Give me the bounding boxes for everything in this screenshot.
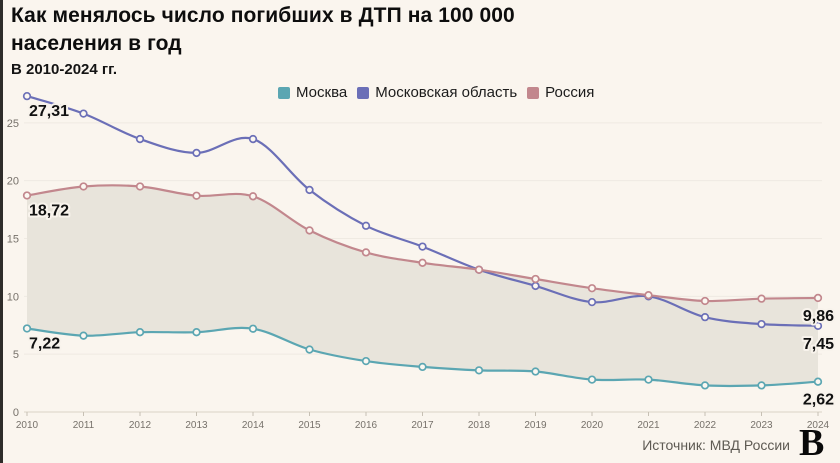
x-tick-label: 2016: [355, 420, 378, 431]
data-point: [135, 182, 145, 191]
data-point: [531, 367, 540, 376]
chart-title-line1: Как менялось число погибших в ДТП на 100…: [11, 4, 515, 27]
legend-item-1: Москва: [278, 84, 347, 101]
legend-item-2: Московская область: [357, 84, 517, 101]
data-point: [813, 321, 823, 330]
data-point: [757, 319, 766, 329]
data-point: [531, 274, 540, 284]
data-point: [248, 324, 258, 333]
y-tick-label: 10: [7, 291, 19, 303]
data-point: [135, 134, 145, 144]
data-point: [192, 328, 201, 337]
band-area: [27, 185, 818, 387]
x-tick-label: 2017: [411, 420, 434, 431]
data-point: [474, 366, 484, 375]
data-point: [813, 377, 823, 386]
y-tick-label: 25: [7, 118, 19, 130]
vedomosti-logo: В: [799, 422, 825, 463]
value-label-start-Московская область: 27,31: [29, 103, 69, 120]
chart-legend: Москва Московская область Россия: [278, 84, 594, 101]
data-point: [587, 375, 597, 384]
left-edge-bar: [0, 0, 3, 463]
chart-title-line2: населения в год: [11, 32, 182, 55]
data-point: [418, 242, 427, 251]
data-point: [700, 313, 710, 322]
x-tick-label: 2012: [129, 420, 152, 431]
data-point: [531, 281, 540, 291]
data-point: [700, 381, 710, 390]
data-point: [587, 297, 597, 307]
data-point: [474, 265, 484, 274]
data-point: [192, 191, 201, 200]
x-tick-label: 2018: [468, 420, 491, 431]
value-label-end-Москва: 2,62: [803, 392, 834, 409]
x-tick-label: 2011: [73, 420, 95, 431]
x-tick-label: 2013: [185, 420, 208, 431]
data-point: [305, 345, 314, 354]
y-tick-label: 0: [13, 407, 19, 419]
source-caption: Источник: МВД России: [642, 437, 790, 453]
x-tick-label: 2020: [581, 420, 604, 431]
data-point: [644, 375, 653, 384]
data-point: [361, 221, 371, 230]
y-tick-label: 20: [7, 176, 19, 188]
data-point: [418, 258, 427, 267]
data-point: [418, 362, 427, 372]
data-point: [361, 356, 371, 366]
x-tick-label: 2015: [298, 420, 321, 431]
data-point: [79, 182, 88, 191]
legend-label: Москва: [296, 84, 348, 101]
data-point: [587, 284, 597, 293]
chart-subtitle: В 2010-2024 гг.: [11, 61, 118, 78]
data-point: [757, 381, 766, 390]
x-tick-label: 2023: [750, 420, 773, 431]
legend-swatch-icon: [278, 86, 290, 99]
chart-title: Как менялось число погибших в ДТП на 100…: [11, 2, 651, 58]
data-point: [79, 109, 88, 118]
x-tick-label: 2024: [807, 420, 830, 431]
data-point: [305, 185, 314, 195]
data-point: [22, 91, 32, 101]
data-point: [305, 226, 314, 235]
data-point: [22, 191, 32, 200]
legend-label: Россия: [545, 84, 595, 101]
value-label-end-Россия: 9,86: [803, 308, 834, 325]
legend-swatch-icon: [527, 86, 540, 99]
x-tick-label: 2021: [637, 420, 660, 431]
data-point: [79, 331, 88, 340]
data-point: [757, 294, 766, 303]
value-label-end-Московская область: 7,45: [803, 336, 834, 353]
x-tick-label: 2014: [242, 420, 265, 431]
data-point: [361, 248, 371, 257]
data-point: [644, 291, 653, 300]
x-tick-label: 2022: [694, 420, 717, 431]
y-tick-label: 5: [13, 349, 19, 361]
data-point: [22, 324, 32, 333]
y-tick-label: 15: [7, 234, 19, 246]
data-point: [135, 328, 145, 337]
data-point: [248, 134, 258, 144]
value-label-start-Россия: 18,72: [29, 202, 69, 219]
legend-swatch-icon: [357, 86, 370, 99]
value-label-start-Москва: 7,22: [29, 335, 60, 352]
legend-label: Московская область: [375, 84, 518, 101]
x-tick-label: 2019: [524, 420, 547, 431]
data-point: [813, 293, 823, 303]
x-tick-label: 2010: [16, 420, 39, 431]
data-point: [700, 296, 710, 306]
legend-item-3: Россия: [527, 84, 594, 101]
data-point: [192, 148, 201, 158]
data-point: [248, 192, 258, 201]
